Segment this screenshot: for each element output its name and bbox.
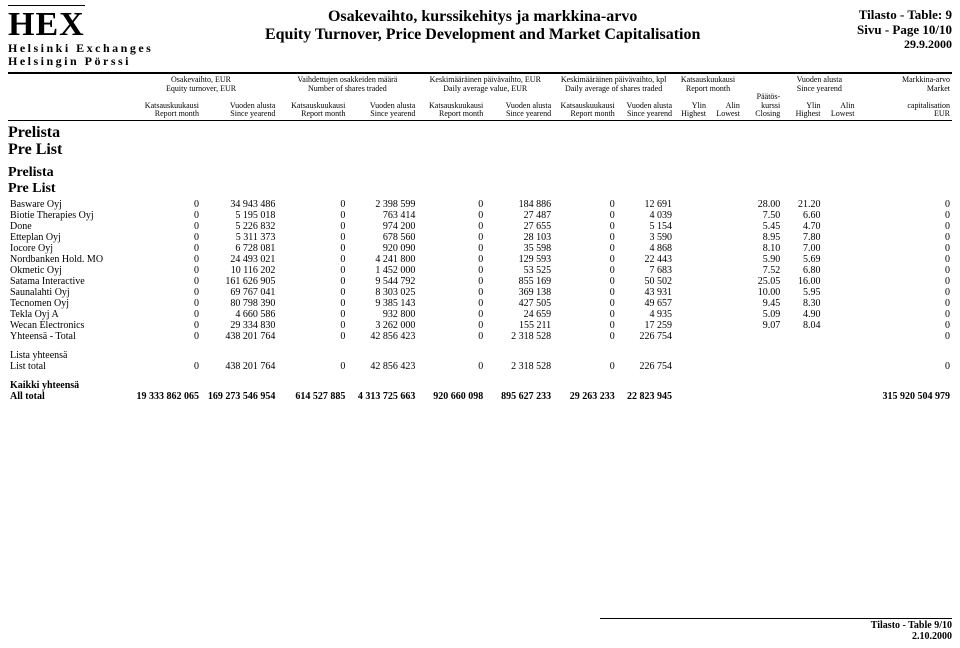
col-sub: capitalisationEUR [856,93,952,118]
col-sub: YlinHighest [782,93,822,118]
section-subtitle: Prelista Pre List [0,165,960,199]
col-sub: Vuoden alustaSince yearend [201,93,277,118]
title-en: Equity Turnover, Price Development and M… [153,26,812,44]
logo-sub-2: Helsingin Pörssi [8,55,153,68]
table-row: Wecan Electronics029 334 83003 262 00001… [8,320,952,331]
col-sub: AlinLowest [823,93,857,118]
list-total-row: Lista yhteensäList total0438 201 764042 … [8,350,952,372]
col-sub: AlinLowest [708,93,742,118]
col-sub: KatsauskuukausiReport month [125,93,201,118]
col-sub: Päätös-kurssiClosing [742,93,782,118]
table-row: Nordbanken Hold. MO024 493 02104 241 800… [8,254,952,265]
grp-reportmonth: KatsauskuukausiReport month [674,76,742,93]
col-sub: YlinHighest [674,93,708,118]
header-rule [8,72,952,74]
col-sub: Vuoden alustaSince yearend [347,93,417,118]
section-title: Prelista Pre List [0,123,960,159]
data-table: Basware Oyj034 943 48602 398 5990184 886… [8,199,952,342]
row-name: Biotie Therapies Oyj [8,210,125,221]
table-row: Biotie Therapies Oyj05 195 0180763 41402… [8,210,952,221]
grand-total: Kaikki yhteensäAll total19 333 862 06516… [8,380,952,402]
table-row: Tekla Oyj A04 660 5860932 800024 65904 9… [8,309,952,320]
row-name: Satama Interactive [8,276,125,287]
row-name: Iocore Oyj [8,243,125,254]
title-fi: Osakevaihto, kurssikehitys ja markkina-a… [153,8,812,26]
row-name: Done [8,221,125,232]
header-date: 29.9.2000 [812,38,952,52]
col-sub: Vuoden alustaSince yearend [485,93,553,118]
table-row: Okmetic Oyj010 116 20201 452 000053 5250… [8,265,952,276]
grp-yearend: Vuoden alustaSince yearend [782,76,856,93]
col-sub: KatsauskuukausiReport month [417,93,485,118]
table-row: Basware Oyj034 943 48602 398 5990184 886… [8,199,952,210]
footer-line1: Tilasto - Table 9/10 [871,620,952,631]
grp-avgval: Keskimääräinen päivävaihto, EURDaily ave… [417,76,553,93]
grp-avgshares: Keskimääräinen päivävaihto, kplDaily ave… [553,76,674,93]
col-sub: KatsauskuukausiReport month [553,93,617,118]
row-name: Okmetic Oyj [8,265,125,276]
row-name: Tecnomen Oyj [8,298,125,309]
table-row: Satama Interactive0161 626 90509 544 792… [8,276,952,287]
grp-market: Markkina-arvoMarket [856,76,952,93]
row-name: Tekla Oyj A [8,309,125,320]
footer-line2: 2.10.2000 [871,631,952,642]
table-row: Done05 226 8320974 200027 65505 1545.454… [8,221,952,232]
row-name: Etteplan Oyj [8,232,125,243]
row-name: Saunalahti Oyj [8,287,125,298]
table-row: Etteplan Oyj05 311 3730678 560028 10303 … [8,232,952,243]
page-title: Osakevaihto, kurssikehitys ja markkina-a… [153,8,812,44]
row-name: Nordbanken Hold. MO [8,254,125,265]
col-sub: Vuoden alustaSince yearend [617,93,674,118]
logo-text: HEX [8,8,153,42]
page-header: HEX Helsinki Exchanges Helsingin Pörssi … [0,0,960,68]
col-sub: KatsauskuukausiReport month [277,93,347,118]
logo-block: HEX Helsinki Exchanges Helsingin Pörssi [8,8,153,68]
column-group-headers: Osakevaihto, EUREquity turnover, EUR Vai… [8,76,952,118]
grand-total-row: Kaikki yhteensäAll total19 333 862 06516… [8,380,952,402]
table-label: Tilasto - Table: 9 [812,8,952,23]
table-row: Iocore Oyj06 728 0810920 090035 59804 86… [8,243,952,254]
header-meta: Tilasto - Table: 9 Sivu - Page 10/10 29.… [812,8,952,52]
list-total: Lista yhteensäList total0438 201 764042 … [8,350,952,372]
footer-rule [600,618,952,619]
row-name: Wecan Electronics [8,320,125,331]
sub-header-rule [8,120,952,121]
footer: Tilasto - Table 9/10 2.10.2000 [871,620,952,642]
table-row: Tecnomen Oyj080 798 39009 385 1430427 50… [8,298,952,309]
grp-turnover: Osakevaihto, EUREquity turnover, EUR [125,76,278,93]
subtotal-row: Yhteensä - Total0438 201 764042 856 4230… [8,331,952,342]
row-name: Basware Oyj [8,199,125,210]
table-row: Saunalahti Oyj069 767 04108 303 0250369 … [8,287,952,298]
page-label: Sivu - Page 10/10 [812,23,952,38]
grp-shares: Vaihdettujen osakkeiden määräNumber of s… [277,76,417,93]
